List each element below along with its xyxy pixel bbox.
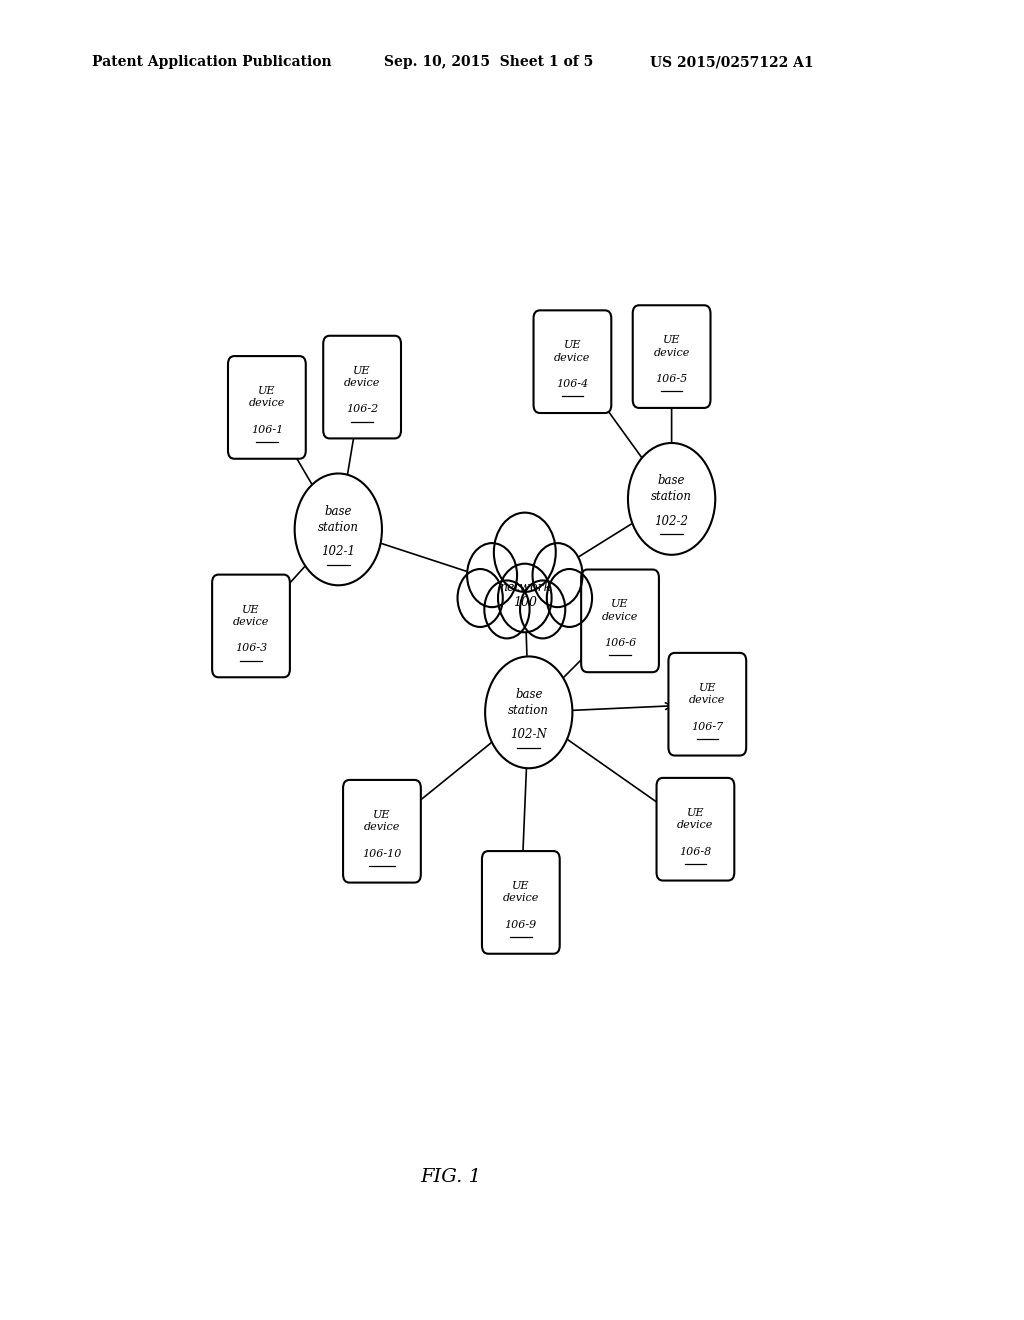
Text: base
station: base station xyxy=(508,688,549,717)
Text: 106-2: 106-2 xyxy=(346,404,378,414)
Circle shape xyxy=(498,564,552,632)
FancyBboxPatch shape xyxy=(633,305,711,408)
FancyBboxPatch shape xyxy=(534,310,611,413)
Circle shape xyxy=(520,581,565,639)
Text: 102-2: 102-2 xyxy=(654,515,688,528)
Text: 106-3: 106-3 xyxy=(234,643,267,653)
FancyBboxPatch shape xyxy=(343,780,421,883)
Circle shape xyxy=(295,474,382,585)
Text: 106-8: 106-8 xyxy=(679,846,712,857)
Text: base
station: base station xyxy=(317,504,358,533)
Text: 102-N: 102-N xyxy=(510,729,547,742)
Text: UE
device: UE device xyxy=(364,810,400,833)
Text: UE
device: UE device xyxy=(344,366,380,388)
Text: UE
device: UE device xyxy=(602,599,638,622)
Text: network
100: network 100 xyxy=(499,581,551,610)
Circle shape xyxy=(547,569,592,627)
Circle shape xyxy=(467,543,517,607)
Text: UE
device: UE device xyxy=(232,605,269,627)
Text: Sep. 10, 2015  Sheet 1 of 5: Sep. 10, 2015 Sheet 1 of 5 xyxy=(384,55,593,70)
Text: 106-6: 106-6 xyxy=(604,639,636,648)
FancyBboxPatch shape xyxy=(228,356,306,459)
Text: base
station: base station xyxy=(651,474,692,503)
Circle shape xyxy=(484,581,529,639)
Text: 106-1: 106-1 xyxy=(251,425,283,434)
Text: 106-7: 106-7 xyxy=(691,722,723,731)
Text: 102-1: 102-1 xyxy=(322,545,355,558)
FancyBboxPatch shape xyxy=(212,574,290,677)
FancyBboxPatch shape xyxy=(656,777,734,880)
Circle shape xyxy=(494,512,556,591)
Text: US 2015/0257122 A1: US 2015/0257122 A1 xyxy=(650,55,814,70)
Circle shape xyxy=(458,569,503,627)
Text: UE
device: UE device xyxy=(249,385,285,408)
FancyBboxPatch shape xyxy=(669,653,746,755)
Circle shape xyxy=(532,543,583,607)
FancyBboxPatch shape xyxy=(324,335,401,438)
Circle shape xyxy=(485,656,572,768)
Text: UE
device: UE device xyxy=(653,335,690,358)
Text: UE
device: UE device xyxy=(554,341,591,363)
Text: 106-4: 106-4 xyxy=(556,379,589,389)
Text: 106-9: 106-9 xyxy=(505,920,537,929)
Text: Patent Application Publication: Patent Application Publication xyxy=(92,55,332,70)
Text: UE
device: UE device xyxy=(503,880,539,903)
Circle shape xyxy=(628,444,716,554)
Text: FIG. 1: FIG. 1 xyxy=(420,1168,481,1187)
Text: UE
device: UE device xyxy=(689,682,726,705)
Text: 106-10: 106-10 xyxy=(362,849,401,858)
FancyBboxPatch shape xyxy=(482,851,560,954)
Text: 106-5: 106-5 xyxy=(655,374,688,384)
Text: UE
device: UE device xyxy=(677,808,714,830)
FancyBboxPatch shape xyxy=(582,569,658,672)
